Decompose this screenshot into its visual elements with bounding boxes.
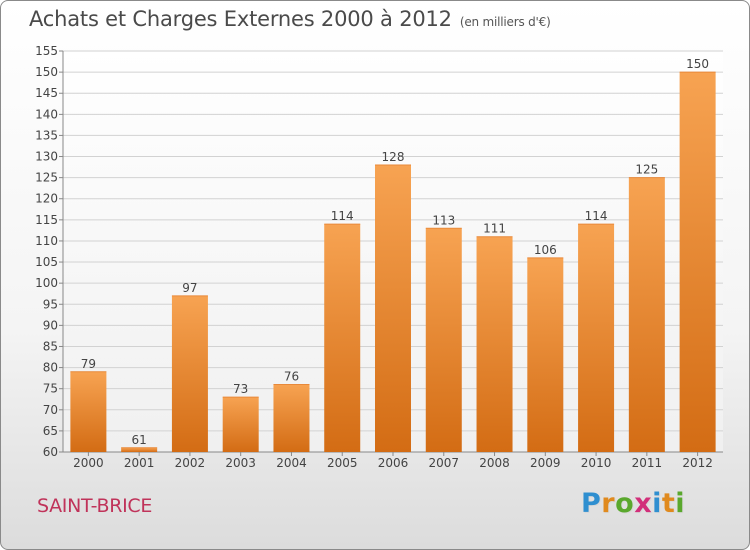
logo-letter: i	[675, 488, 686, 519]
y-tick-label: 70	[43, 403, 58, 417]
bar	[476, 236, 513, 452]
y-tick-label: 95	[43, 297, 58, 311]
y-tick-label: 130	[35, 150, 58, 164]
logo-letter: x	[634, 488, 653, 519]
bar	[70, 371, 107, 452]
x-tick-label: 2005	[327, 456, 358, 470]
y-tick-label: 65	[43, 424, 58, 438]
proxiti-logo[interactable]: Proxiti	[581, 488, 685, 519]
y-tick-label: 120	[35, 192, 58, 206]
y-tick-label: 155	[35, 44, 58, 58]
bar-value-label: 106	[534, 243, 557, 257]
x-tick-label: 2000	[73, 456, 104, 470]
bar	[171, 295, 208, 452]
y-tick-label: 75	[43, 382, 58, 396]
bar-value-label: 128	[382, 150, 405, 164]
y-tick-label: 115	[35, 213, 58, 227]
bar-value-label: 114	[585, 209, 608, 223]
logo-letter: o	[615, 488, 635, 519]
logo-letter: t	[661, 488, 676, 519]
bar	[375, 164, 411, 452]
chart-title: Achats et Charges Externes 2000 à 2012 (e…	[29, 7, 551, 31]
y-tick-label: 110	[35, 234, 58, 248]
bar	[273, 384, 310, 452]
chart-title-text: Achats et Charges Externes 2000 à 2012	[29, 7, 452, 31]
logo-letter: P	[581, 488, 602, 519]
x-tick-label: 2001	[124, 456, 155, 470]
bar	[527, 257, 564, 452]
x-tick-label: 2009	[530, 456, 561, 470]
y-tick-label: 140	[35, 107, 58, 121]
x-tick-label: 2006	[378, 456, 409, 470]
y-tick-label: 125	[35, 171, 58, 185]
x-tick-label: 2011	[632, 456, 663, 470]
bar	[425, 228, 462, 452]
y-tick-label: 85	[43, 339, 58, 353]
x-tick-label: 2007	[428, 456, 459, 470]
logo-letter: r	[601, 488, 616, 519]
y-tick-label: 80	[43, 361, 58, 375]
bar-value-label: 114	[331, 209, 354, 223]
logo-letter: i	[652, 488, 662, 519]
bar-value-label: 76	[284, 369, 299, 383]
bar	[121, 447, 158, 452]
bar	[578, 224, 615, 452]
y-tick-label: 60	[43, 445, 58, 459]
x-tick-label: 2003	[225, 456, 256, 470]
x-tick-label: 2004	[276, 456, 307, 470]
y-tick-label: 90	[43, 318, 58, 332]
bar-value-label: 111	[483, 222, 506, 236]
bar-value-label: 97	[182, 281, 197, 295]
bar	[679, 72, 716, 453]
chart-subtitle: (en milliers d'€)	[459, 15, 551, 29]
x-tick-label: 2012	[682, 456, 713, 470]
y-tick-label: 145	[35, 86, 58, 100]
bar	[628, 177, 665, 452]
y-tick-label: 100	[35, 276, 58, 290]
bar	[324, 224, 361, 452]
x-tick-label: 2002	[175, 456, 206, 470]
x-tick-label: 2008	[479, 456, 510, 470]
bar-value-label: 79	[81, 357, 96, 371]
x-tick-label: 2010	[581, 456, 612, 470]
bar-value-label: 125	[635, 163, 658, 177]
bar-value-label: 61	[132, 433, 147, 447]
y-tick-label: 150	[35, 65, 58, 79]
bar-value-label: 150	[686, 57, 709, 71]
city-name: SAINT-BRICE	[37, 495, 153, 517]
bar-value-label: 113	[432, 213, 455, 227]
bar-value-label: 73	[233, 382, 248, 396]
y-tick-label: 135	[35, 128, 58, 142]
y-tick-label: 105	[35, 255, 58, 269]
bar	[222, 397, 259, 452]
